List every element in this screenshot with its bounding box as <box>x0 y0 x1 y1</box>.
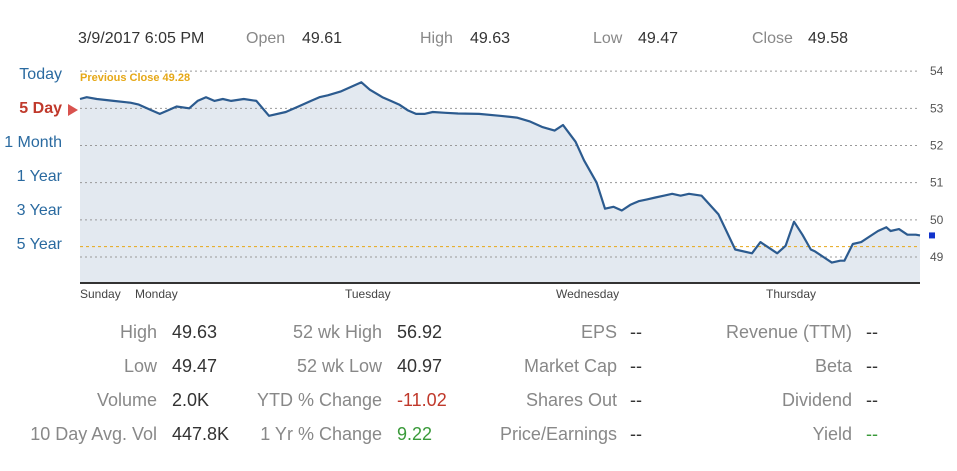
range-3-year[interactable]: 3 Year <box>16 202 62 219</box>
stats-table: High 49.63 Low 49.47 Volume 2.0K 10 Day Avg. V… <box>0 322 957 462</box>
stat-label-revenue-ttm: Revenue (TTM) <box>725 322 852 342</box>
open-label: Open <box>246 30 286 47</box>
stat-value-revenue-ttm: -- <box>866 322 878 342</box>
range-5-day[interactable]: 5 Day <box>19 100 62 117</box>
stat-label-52-wk-high: 52 wk High <box>292 322 382 342</box>
stat-label-yield: Yield <box>812 424 852 444</box>
stat-label-eps: EPS <box>580 322 617 342</box>
x-tick-label: Tuesday <box>345 287 391 301</box>
stat-label-shares-out: Shares Out <box>525 390 617 410</box>
stat-value-low: 49.47 <box>172 356 218 376</box>
close-value: 49.58 <box>808 30 849 47</box>
stat-value-yield: -- <box>866 424 878 444</box>
stat-value-dividend: -- <box>866 390 878 410</box>
price-chart: 54 53 52 51 50 49 Previous Close 49.28 Sunday Mo… <box>79 64 944 301</box>
quote-datetime: 3/9/2017 6:05 PM <box>78 30 205 47</box>
stat-value-52-wk-high: 56.92 <box>397 322 443 342</box>
high-value: 49.63 <box>470 30 511 47</box>
stat-label-52-wk-low: 52 wk Low <box>296 356 382 376</box>
quote-header: 3/9/2017 6:05 PM Open 49.61 High 49.63 L… <box>0 22 957 54</box>
stat-value-market-cap: -- <box>630 356 642 376</box>
x-tick-label: Thursday <box>766 287 816 301</box>
stat-value-1-yr-change: 9.22 <box>397 424 433 444</box>
stat-value-eps: -- <box>630 322 642 342</box>
stat-value-volume: 2.0K <box>172 390 210 410</box>
stat-value-52-wk-low: 40.97 <box>397 356 443 376</box>
stat-label-market-cap: Market Cap <box>523 356 617 376</box>
range-today[interactable]: Today <box>19 66 62 83</box>
y-tick-label: 50 <box>930 213 944 227</box>
y-tick-label: 51 <box>930 176 944 190</box>
open-value: 49.61 <box>302 30 343 47</box>
range-5-year[interactable]: 5 Year <box>16 236 62 253</box>
y-tick-label: 52 <box>930 138 944 152</box>
low-label: Low <box>593 30 623 47</box>
last-price-marker <box>929 232 935 239</box>
range-1-month[interactable]: 1 Month <box>4 134 62 151</box>
stat-value-high: 49.63 <box>172 322 218 342</box>
y-tick-label: 53 <box>930 101 944 115</box>
x-tick-label: Sunday <box>80 287 121 301</box>
stat-label-ytd-change: YTD % Change <box>256 390 382 410</box>
active-range-marker <box>68 104 78 116</box>
close-label: Close <box>752 30 793 47</box>
stat-value-shares-out: -- <box>630 390 642 410</box>
range-1-year[interactable]: 1 Year <box>16 168 62 185</box>
x-tick-label: Wednesday <box>556 287 619 301</box>
stat-value-ytd-change: -11.02 <box>397 390 447 410</box>
stat-label-high: High <box>119 322 157 342</box>
previous-close-label: Previous Close 49.28 <box>80 72 190 84</box>
high-label: High <box>420 30 453 47</box>
y-tick-label: 49 <box>930 250 944 264</box>
low-value: 49.47 <box>638 30 679 47</box>
stat-label-10-day-avg-vol: 10 Day Avg. Vol <box>30 424 157 444</box>
x-tick-label: Monday <box>135 287 178 301</box>
stat-value-beta: -- <box>866 356 878 376</box>
price-line <box>79 81 921 264</box>
stat-label-volume: Volume <box>96 390 157 410</box>
stat-label-1-yr-change: 1 Yr % Change <box>260 424 382 444</box>
stat-label-price-earnings: Price/Earnings <box>499 424 617 444</box>
stat-label-beta: Beta <box>814 356 852 376</box>
y-tick-label: 54 <box>930 64 944 78</box>
stat-label-low: Low <box>123 356 157 376</box>
stat-value-price-earnings: -- <box>630 424 642 444</box>
stat-label-dividend: Dividend <box>781 390 852 410</box>
stat-value-10-day-avg-vol: 447.8K <box>172 424 230 444</box>
